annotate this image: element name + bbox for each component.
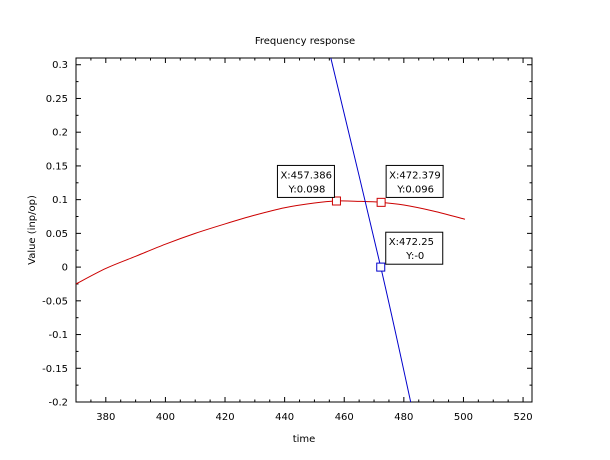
y-tick-label: 0.2 [52,128,68,139]
y-tick-label: -0.1 [48,330,68,341]
x-axis: 380 400 420 440 460 480 500 520 [75,58,533,423]
y-tick-label: 0.25 [46,94,68,105]
y-tick-label: 0.1 [52,195,68,206]
x-tick-label: 520 [514,412,533,423]
datatip-box [276,164,335,198]
y-tick-label: -0.15 [42,364,68,375]
datatip[interactable]: X:472.25 Y:-0 [376,231,444,272]
y-tick-label: 0.15 [46,161,68,172]
datatip-x-label: X:472.25 [389,237,434,248]
datatip[interactable]: X:457.386 Y:0.098 [276,164,341,206]
x-tick-label: 380 [96,412,115,423]
series-layer [76,58,466,402]
datatip-marker[interactable] [376,262,386,272]
datatip-x-label: X:457.386 [280,170,332,181]
x-tick-label: 400 [156,412,175,423]
y-tick-label: -0.2 [48,398,68,409]
chart-title: Frequency response [255,36,355,47]
x-tick-label: 420 [215,412,234,423]
datatip-y-label: Y:-0 [405,251,424,262]
x-axis-title: time [293,434,316,445]
datatip[interactable]: X:472.379 Y:0.096 [376,164,444,207]
datatip-layer: X:457.386 Y:0.098 X:472.379 Y:0.096 X:472.25… [276,164,444,272]
y-axis: 0.3 0.25 0.2 0.15 0.1 0.05 0 -0.05 -0.1 -0.15 -0.2 [42,60,532,409]
plot-area [75,57,533,403]
datatip-x-label: X:472.379 [389,170,441,181]
x-tick-label: 480 [394,412,413,423]
x-tick-label: 440 [275,412,294,423]
series-line-0 [76,200,466,285]
y-axis-title: Value (inp/op) [27,195,38,265]
datatip-box [385,231,444,265]
y-tick-label: 0 [62,263,68,274]
x-tick-label: 500 [454,412,473,423]
series-line-1 [330,58,412,402]
y-tick-label: 0.05 [46,229,68,240]
x-tick-label: 460 [335,412,354,423]
datatip-marker[interactable] [331,196,341,206]
datatip-y-label: Y:0.096 [396,184,434,195]
datatip-box [385,164,444,198]
datatip-marker[interactable] [376,197,386,207]
y-tick-label: 0.3 [52,60,68,71]
datatip-y-label: Y:0.098 [288,184,326,195]
y-tick-label: -0.05 [42,296,68,307]
